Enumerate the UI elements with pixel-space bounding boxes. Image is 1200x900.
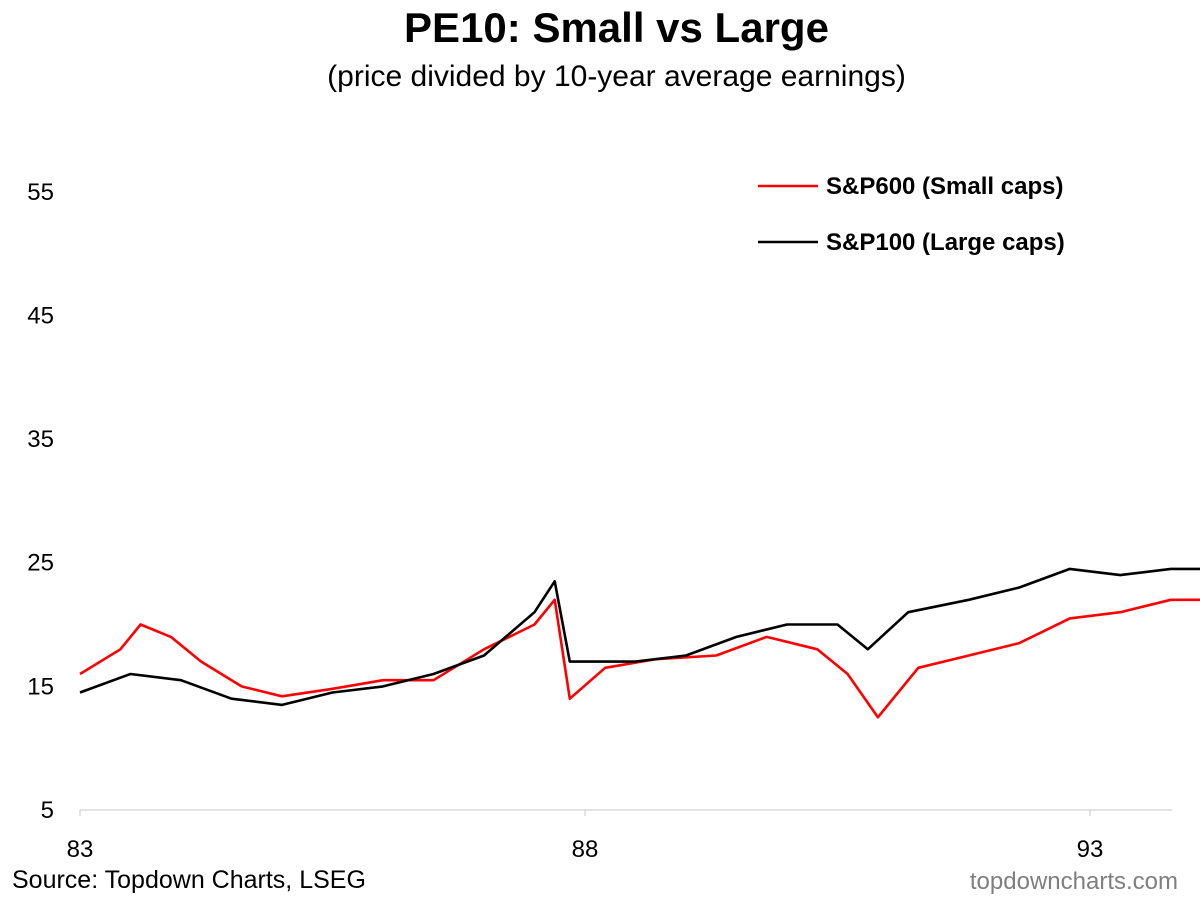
y-tick-label: 25 (27, 550, 54, 577)
x-tick-label: 88 (572, 836, 599, 863)
chart-subtitle: (price divided by 10-year average earnin… (327, 60, 906, 93)
y-tick-label: 15 (27, 673, 54, 700)
y-axis-ticks: 5 15 25 35 45 55 (27, 179, 54, 824)
chart-title: PE10: Small vs Large (404, 4, 829, 51)
y-tick-label: 35 (27, 426, 54, 453)
source-note: Source: Topdown Charts, LSEG (12, 866, 366, 894)
legend: S&P600 (Small caps) S&P100 (Large caps) (758, 173, 1065, 256)
x-tick-label: 83 (67, 836, 94, 863)
x-axis-ticks: 838893980308131823 (67, 810, 1104, 863)
legend-label-large-caps: S&P100 (Large caps) (826, 229, 1065, 256)
y-tick-label: 55 (27, 179, 54, 206)
series-line-small-caps (79, 598, 1200, 719)
watermark: topdowncharts.com (969, 868, 1178, 895)
x-tick-label: 93 (1077, 836, 1104, 863)
y-tick-label: 45 (27, 302, 54, 329)
series-lines (79, 567, 1200, 719)
series-line-large-caps (79, 567, 1200, 707)
y-tick-label: 5 (41, 797, 54, 824)
legend-label-small-caps: S&P600 (Small caps) (826, 173, 1063, 200)
